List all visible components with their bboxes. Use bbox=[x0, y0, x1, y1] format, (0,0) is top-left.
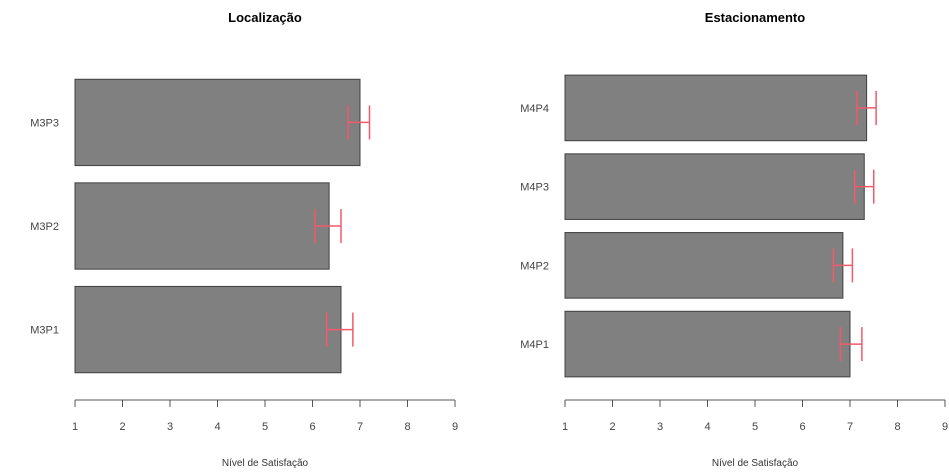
x-tick-label: 1 bbox=[72, 421, 78, 433]
error-bar-m4p4 bbox=[856, 90, 877, 125]
category-label: M4P2 bbox=[520, 260, 549, 272]
x-tick-label: 6 bbox=[309, 421, 315, 433]
x-tick-label: 4 bbox=[704, 421, 710, 433]
x-tick-label: 9 bbox=[942, 421, 948, 433]
x-axis-title: Nível de Satisfação bbox=[712, 458, 799, 469]
chart-title: Localização bbox=[228, 10, 302, 25]
x-tick-label: 2 bbox=[609, 421, 615, 433]
error-bar-m4p2 bbox=[832, 248, 854, 283]
x-tick-label: 5 bbox=[752, 421, 758, 433]
chart-title: Estacionamento bbox=[705, 10, 805, 25]
x-tick-label: 3 bbox=[167, 421, 173, 433]
x-axis-title: Nível de Satisfação bbox=[222, 458, 309, 469]
bar-m4p4 bbox=[564, 74, 868, 142]
x-tick-label: 7 bbox=[357, 421, 363, 433]
category-label: M3P3 bbox=[30, 117, 59, 129]
category-label: M4P1 bbox=[520, 339, 549, 351]
bar-m3p3 bbox=[74, 78, 361, 167]
bar-m3p2 bbox=[74, 182, 330, 270]
error-bar-m3p3 bbox=[347, 105, 371, 140]
error-bar-m4p3 bbox=[854, 169, 875, 204]
x-tick-label: 2 bbox=[119, 421, 125, 433]
bar-m4p2 bbox=[564, 232, 844, 299]
error-bar-m3p1 bbox=[326, 312, 354, 347]
category-label: M4P3 bbox=[520, 182, 549, 194]
category-label: M4P4 bbox=[520, 103, 549, 115]
bar-m3p1 bbox=[74, 285, 342, 374]
chart-panel-1: Localização M3P1 M3P2 M3P3 1 2 3 4 5 6 7 8 9 Nível de… bbox=[30, 10, 458, 469]
error-bar-m4p1 bbox=[839, 327, 863, 362]
x-tick-label: 8 bbox=[404, 421, 410, 433]
bar-m4p1 bbox=[564, 310, 851, 378]
x-tick-label: 7 bbox=[847, 421, 853, 433]
x-tick-label: 8 bbox=[894, 421, 900, 433]
category-label: M3P1 bbox=[30, 325, 59, 337]
bar-m4p3 bbox=[564, 153, 865, 220]
x-tick-label: 3 bbox=[657, 421, 663, 433]
chart-panel-2: Estacionamento M4P1 M4P2 M4P3 M4P4 1 2 3 4 5 6 7 8 9 N… bbox=[520, 10, 948, 469]
category-label: M3P2 bbox=[30, 221, 59, 233]
x-tick-label: 5 bbox=[262, 421, 268, 433]
x-tick-label: 6 bbox=[799, 421, 805, 433]
x-tick-label: 4 bbox=[214, 421, 220, 433]
x-tick-label: 9 bbox=[452, 421, 458, 433]
x-tick-label: 1 bbox=[562, 421, 568, 433]
error-bar-m3p2 bbox=[314, 209, 342, 243]
